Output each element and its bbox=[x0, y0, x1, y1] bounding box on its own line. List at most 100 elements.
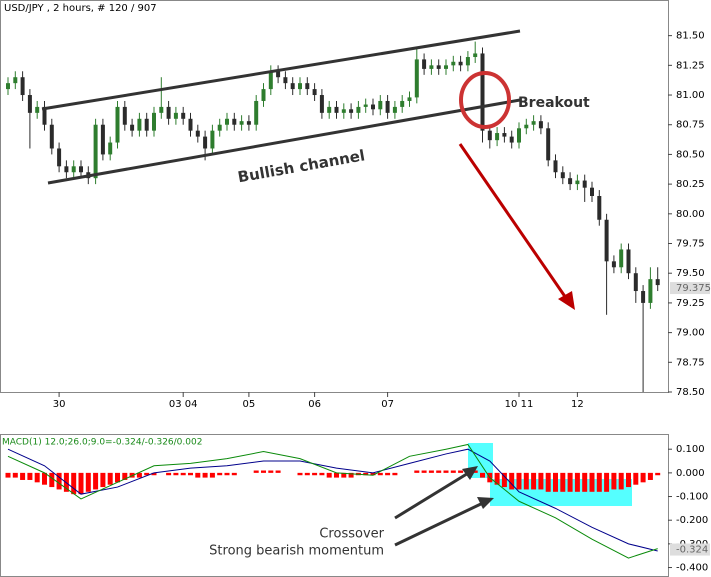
macd-bar bbox=[326, 472, 332, 478]
candle-body bbox=[648, 279, 653, 303]
candle-body bbox=[531, 121, 536, 125]
macd-bar bbox=[436, 470, 442, 473]
candle-body bbox=[246, 121, 251, 125]
y-tick-label: 81.00 bbox=[676, 90, 705, 101]
macd-bar bbox=[633, 472, 639, 485]
candle-body bbox=[195, 130, 200, 137]
candle-body bbox=[363, 104, 368, 107]
candle-body bbox=[283, 77, 288, 84]
macd-bar bbox=[319, 472, 325, 476]
macd-bar bbox=[100, 472, 106, 488]
candle-body bbox=[217, 124, 222, 131]
macd-bar bbox=[392, 472, 398, 476]
y-tick-label: 79.00 bbox=[676, 328, 705, 339]
macd-bar bbox=[560, 472, 566, 492]
macd-bar bbox=[523, 472, 529, 490]
macd-bar bbox=[626, 472, 631, 488]
macd-bar bbox=[516, 472, 522, 490]
macd-bar bbox=[217, 472, 223, 476]
y-tick-label: 0.000 bbox=[676, 468, 705, 479]
macd-bar bbox=[224, 472, 230, 476]
macd-bar bbox=[604, 472, 610, 492]
macd-bar bbox=[480, 472, 485, 478]
macd-bar bbox=[385, 472, 391, 476]
macd-bar bbox=[640, 472, 646, 483]
candle-body bbox=[341, 109, 346, 113]
y-tick-label: 80.75 bbox=[676, 120, 705, 131]
macd-line bbox=[7, 448, 658, 552]
macd-bar bbox=[151, 472, 157, 476]
y-tick-label: -0.100 bbox=[676, 492, 708, 503]
macd-bar bbox=[268, 470, 274, 473]
candle-body bbox=[239, 121, 244, 125]
y-tick-label: 80.00 bbox=[676, 209, 705, 220]
macd-bar bbox=[421, 470, 427, 473]
candle-body bbox=[327, 106, 332, 113]
momentum-arrow bbox=[394, 500, 486, 547]
candle-body bbox=[436, 65, 441, 69]
x-tick-label: 03 04 bbox=[169, 399, 198, 410]
macd-bar bbox=[574, 472, 580, 492]
macd-bar bbox=[348, 472, 354, 478]
candle-body bbox=[181, 112, 186, 119]
candle-body bbox=[444, 65, 448, 69]
macd-bar bbox=[115, 472, 120, 483]
candle-body bbox=[305, 83, 310, 90]
x-tick-label: 07 bbox=[381, 399, 394, 410]
candle-body bbox=[27, 95, 32, 113]
macd-bar bbox=[180, 472, 186, 476]
y-tick-label: 79.50 bbox=[676, 268, 705, 279]
candle-body bbox=[473, 53, 478, 58]
candle-body bbox=[560, 172, 565, 179]
macd-bar bbox=[312, 472, 318, 476]
macd-bar bbox=[458, 470, 464, 473]
macd-bar bbox=[531, 472, 537, 490]
y-tick-label: -0.400 bbox=[676, 563, 708, 574]
current-price-box bbox=[670, 282, 710, 295]
candle-body bbox=[144, 118, 149, 131]
macd-bar bbox=[297, 472, 303, 476]
candle-body bbox=[71, 166, 76, 173]
candle-body bbox=[115, 106, 120, 143]
macd-bar bbox=[334, 472, 339, 478]
macd-bar bbox=[209, 472, 215, 478]
chart-title: USD/JPY , 2 hours, # 120 / 907 bbox=[4, 3, 157, 14]
x-tick-label: 30 bbox=[53, 399, 66, 410]
candle-body bbox=[575, 180, 580, 185]
current-value-label: -0.324 bbox=[676, 545, 708, 556]
macd-bar bbox=[414, 470, 420, 473]
candle-body bbox=[356, 106, 361, 113]
candle-body bbox=[553, 160, 558, 173]
y-tick-label: 81.25 bbox=[676, 60, 705, 71]
candle-body bbox=[210, 130, 215, 149]
macd-title: MACD(1) 12.0;26.0;9.0=-0.324/-0.326/0.00… bbox=[2, 438, 202, 448]
current-price-label: 79.375 bbox=[676, 283, 711, 294]
crossover-arrow-head bbox=[462, 466, 478, 480]
candle-body bbox=[108, 142, 113, 155]
candle-body bbox=[378, 100, 383, 110]
candle-body bbox=[582, 180, 587, 188]
candle-body bbox=[611, 261, 616, 268]
macd-bar bbox=[450, 470, 456, 473]
macd-bar bbox=[12, 472, 18, 478]
candle-body bbox=[407, 97, 412, 101]
macd-bar bbox=[501, 472, 507, 488]
candle-body bbox=[130, 124, 135, 131]
candle-body bbox=[159, 106, 164, 113]
macd-bar bbox=[428, 470, 434, 473]
candle-body bbox=[465, 57, 470, 66]
macd-bar bbox=[78, 472, 84, 495]
macd-bar bbox=[553, 472, 558, 492]
candle-body bbox=[524, 124, 529, 129]
channel-lower bbox=[47, 98, 521, 185]
candle-body bbox=[276, 71, 281, 78]
macd-bar bbox=[596, 472, 602, 492]
candle-body bbox=[298, 83, 302, 90]
macd-bar bbox=[93, 472, 99, 490]
candle-body bbox=[122, 106, 127, 125]
candle-body bbox=[502, 133, 507, 137]
y-tick-label: 80.50 bbox=[676, 149, 705, 160]
current-value-box bbox=[670, 543, 710, 556]
x-tick-label: 06 bbox=[308, 399, 321, 410]
macd-bar bbox=[377, 472, 383, 476]
